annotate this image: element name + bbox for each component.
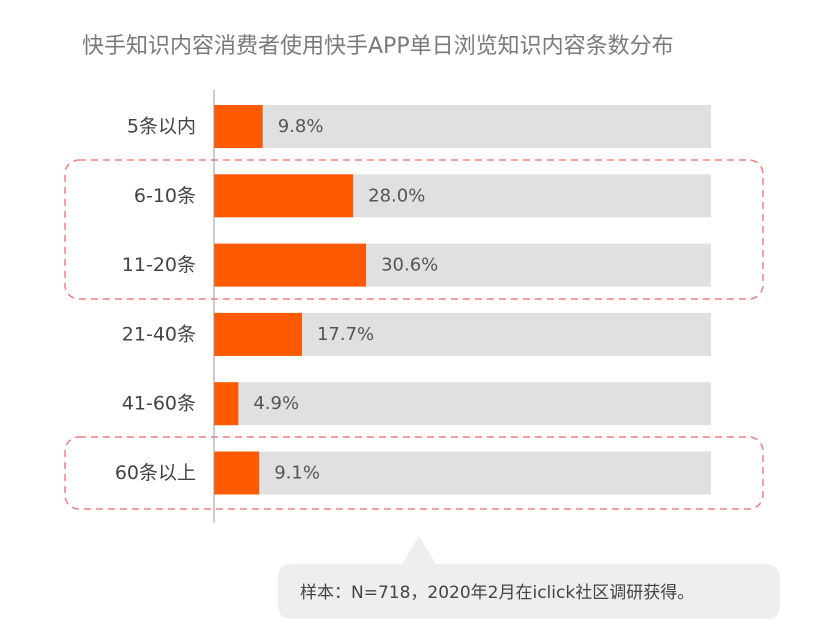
- highlight-box-60-plus: [64, 436, 764, 510]
- category-label: 11-20条: [122, 254, 196, 276]
- bar-track: [214, 105, 711, 148]
- bar: [214, 105, 263, 148]
- bar: [214, 382, 239, 426]
- bars-group: 5条以内 9.8% 6-10条 28.0% 11-20条 30.6% 21-40条 17.7%…: [115, 105, 711, 495]
- category-label: 21-40条: [122, 323, 196, 345]
- note-callout: 样本：N=718，2020年2月在iclick社区调研获得。: [278, 536, 780, 619]
- bar-track: [214, 451, 711, 495]
- value-label: 17.7%: [317, 324, 374, 345]
- category-label: 41-60条: [122, 393, 196, 415]
- chart-title: 快手知识内容消费者使用快手APP单日浏览知识内容条数分布: [82, 34, 674, 59]
- bar: [214, 243, 367, 287]
- value-label: 28.0%: [368, 185, 425, 206]
- value-label: 9.1%: [274, 463, 320, 484]
- value-label: 9.8%: [278, 116, 324, 137]
- bar: [214, 451, 260, 495]
- highlight-box-6-20: [64, 159, 764, 300]
- note-bubble: [278, 536, 780, 619]
- category-label: 5条以内: [127, 116, 196, 138]
- value-label: 30.6%: [381, 255, 438, 276]
- bar: [214, 174, 354, 218]
- note-text: 样本：N=718，2020年2月在iclick社区调研获得。: [300, 583, 694, 603]
- value-label: 4.9%: [253, 393, 299, 414]
- bar: [214, 312, 302, 356]
- category-label: 6-10条: [134, 185, 196, 207]
- category-label: 60条以上: [115, 462, 196, 484]
- bar-track: [214, 382, 711, 426]
